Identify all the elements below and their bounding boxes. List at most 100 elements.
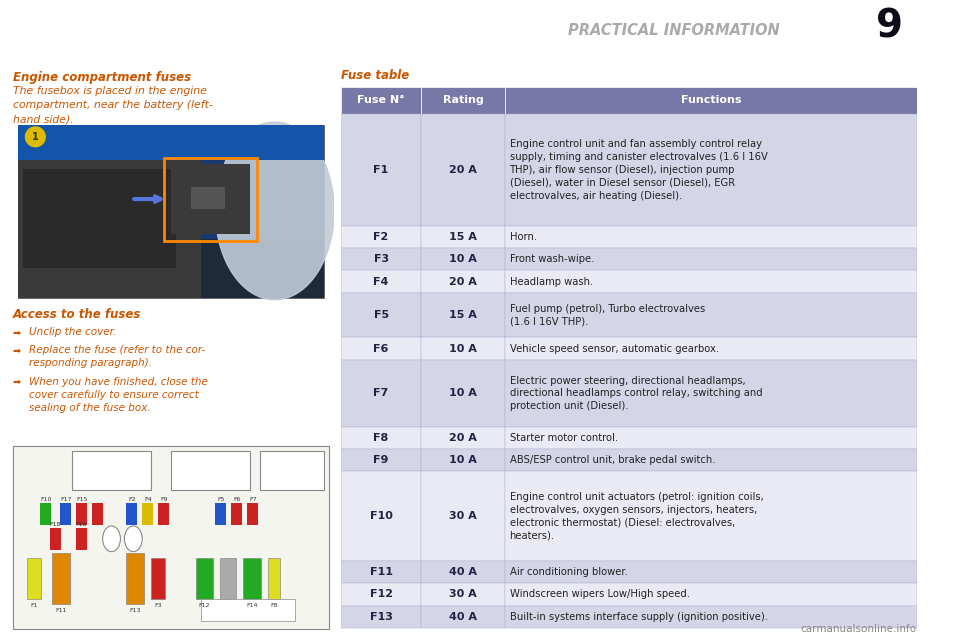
Text: F14: F14	[246, 603, 257, 608]
Bar	[341, 472, 421, 561]
Text: 10 A: 10 A	[449, 344, 477, 354]
Bar	[421, 427, 505, 449]
Bar	[341, 248, 421, 271]
Text: F1: F1	[373, 165, 389, 175]
Ellipse shape	[103, 526, 120, 552]
Bar	[171, 164, 250, 234]
Text: Front wash-wipe.: Front wash-wipe.	[510, 254, 594, 264]
Bar	[127, 503, 137, 525]
Bar	[215, 503, 227, 525]
Bar	[341, 427, 421, 449]
Text: 20 A: 20 A	[449, 433, 477, 443]
Text: F15: F15	[76, 497, 87, 502]
Bar	[505, 271, 917, 292]
Bar	[76, 528, 86, 550]
Text: Electric power steering, directional headlamps,
directional headlamps control re: Electric power steering, directional hea…	[510, 376, 762, 411]
Bar	[341, 271, 421, 292]
Bar	[260, 451, 324, 490]
Text: Unclip the cover.: Unclip the cover.	[30, 328, 116, 337]
Bar	[171, 451, 250, 490]
Circle shape	[26, 127, 45, 147]
Text: F12: F12	[199, 603, 210, 608]
Bar	[505, 86, 917, 114]
Bar	[72, 451, 151, 490]
Bar	[247, 503, 258, 525]
Text: F18: F18	[50, 522, 60, 527]
Bar	[505, 114, 917, 226]
Bar	[421, 472, 505, 561]
Text: F10: F10	[370, 511, 393, 521]
Ellipse shape	[125, 526, 142, 552]
Text: F17: F17	[60, 497, 72, 502]
Bar	[505, 292, 917, 337]
Bar	[341, 292, 421, 337]
Bar	[17, 125, 324, 298]
Text: F2: F2	[373, 232, 389, 242]
Bar	[505, 427, 917, 449]
Text: ➡: ➡	[12, 328, 21, 337]
Bar	[341, 449, 421, 472]
Text: ABS/ESP control unit, brake pedal switch.: ABS/ESP control unit, brake pedal switch…	[510, 455, 715, 465]
Bar	[268, 557, 279, 599]
Text: Fuel pump (petrol), Turbo electrovalves
(1.6 l 16V THP).: Fuel pump (petrol), Turbo electrovalves …	[510, 304, 705, 326]
Text: ➡: ➡	[12, 377, 21, 387]
Bar	[158, 503, 169, 525]
Text: F7: F7	[250, 497, 256, 502]
Text: Starter motor control.: Starter motor control.	[510, 433, 617, 443]
Text: 30 A: 30 A	[449, 511, 477, 521]
Bar	[421, 360, 505, 427]
Text: F8: F8	[270, 603, 277, 608]
Text: F1: F1	[31, 603, 38, 608]
Bar	[341, 86, 421, 114]
Text: 1: 1	[32, 132, 38, 142]
Text: 40 A: 40 A	[449, 612, 477, 621]
Bar	[341, 114, 421, 226]
Bar	[196, 557, 213, 599]
Bar	[505, 583, 917, 605]
Text: F5: F5	[373, 310, 389, 320]
Bar	[421, 248, 505, 271]
Text: F2: F2	[129, 497, 136, 502]
Text: F7: F7	[373, 388, 389, 398]
Text: Replace the fuse (refer to the cor-
responding paragraph).: Replace the fuse (refer to the cor- resp…	[30, 345, 205, 369]
Text: Engine control unit and fan assembly control relay
supply, timing and canister e: Engine control unit and fan assembly con…	[510, 140, 767, 200]
Text: carmanualsonline.info: carmanualsonline.info	[801, 624, 917, 634]
Text: 15 A: 15 A	[449, 310, 477, 320]
Text: F13: F13	[370, 612, 393, 621]
Bar	[505, 561, 917, 583]
Bar	[243, 557, 261, 599]
Text: Engine control unit actuators (petrol: ignition coils,
electrovalves, oxygen sen: Engine control unit actuators (petrol: i…	[510, 492, 763, 540]
Text: Vehicle speed sensor, automatic gearbox.: Vehicle speed sensor, automatic gearbox.	[510, 344, 719, 354]
Text: 10 A: 10 A	[449, 455, 477, 465]
Bar	[421, 337, 505, 360]
Bar	[40, 503, 51, 525]
Text: F3: F3	[155, 603, 162, 608]
Bar	[820, 0, 960, 52]
Bar	[421, 449, 505, 472]
Polygon shape	[215, 122, 334, 300]
Text: The fusebox is placed in the engine
compartment, near the battery (left-
hand si: The fusebox is placed in the engine comp…	[12, 86, 212, 124]
Text: F12: F12	[370, 589, 393, 600]
Text: PRACTICAL INFORMATION: PRACTICAL INFORMATION	[568, 23, 780, 38]
Bar	[127, 552, 144, 604]
Bar	[421, 114, 505, 226]
Text: 30 A: 30 A	[449, 589, 477, 600]
Text: 20 A: 20 A	[449, 165, 477, 175]
Text: Access to the fuses: Access to the fuses	[12, 308, 141, 321]
Text: Fuse table: Fuse table	[341, 69, 409, 83]
Text: F13: F13	[130, 608, 141, 613]
Bar	[50, 528, 61, 550]
Bar	[341, 561, 421, 583]
Text: F9: F9	[373, 455, 389, 465]
Bar	[201, 599, 295, 621]
Bar	[505, 472, 917, 561]
Text: ➡: ➡	[12, 345, 21, 355]
Bar	[142, 503, 153, 525]
Bar	[505, 226, 917, 248]
Bar	[60, 503, 71, 525]
Bar	[421, 561, 505, 583]
Text: Fuse N°: Fuse N°	[357, 95, 405, 106]
Bar	[52, 552, 70, 604]
Text: 40 A: 40 A	[449, 567, 477, 577]
Bar	[341, 226, 421, 248]
